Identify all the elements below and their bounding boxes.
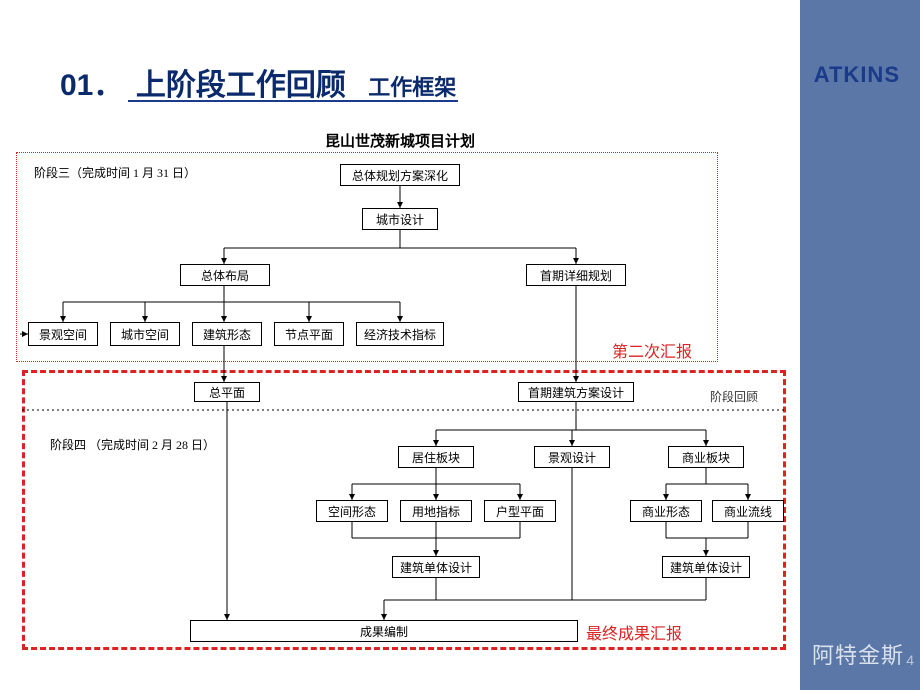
sidebar-band [800, 0, 920, 690]
page-title: 01． 上阶段工作回顾 工作框架 [60, 60, 456, 104]
page-number: 4 [906, 652, 914, 668]
title-main: 上阶段工作回顾 [136, 69, 346, 102]
title-underline [128, 100, 458, 102]
brand-logo-en: ATKINS [814, 62, 900, 88]
title-number: 01． [60, 69, 123, 102]
slide: ATKINS 阿特金斯 4 01． 上阶段工作回顾 工作框架 昆山世茂新城项目计… [0, 0, 920, 690]
title-subtitle: 工作框架 [368, 75, 456, 100]
brand-logo-cn: 阿特金斯 [812, 638, 904, 670]
flowchart-connectors [10, 130, 790, 670]
flowchart: 昆山世茂新城项目计划 阶段三（完成时间 1 月 31 日） 阶段四 （完成时间 … [10, 130, 790, 670]
